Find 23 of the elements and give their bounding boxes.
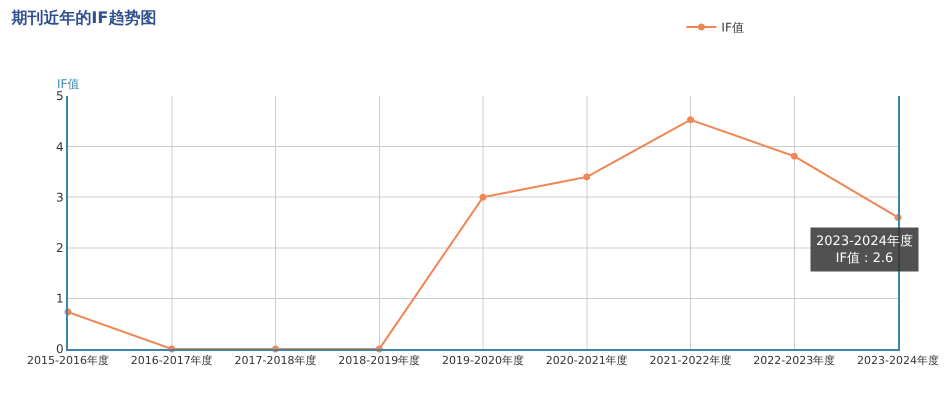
point (480, 194, 486, 201)
y-axis-title: IF值 (57, 77, 80, 91)
y-tick-label: 2 (56, 241, 64, 255)
y-tick-label: 3 (56, 190, 64, 204)
y-tick-label: 5 (56, 89, 64, 104)
x-tick-label: 2016-2017年度 (130, 354, 213, 368)
x-tick-label: 2015-2016年度 (27, 354, 109, 368)
x-tick-label: 2023-2024年度 (857, 354, 939, 368)
x-tick-label: 2019-2020年度 (442, 354, 524, 368)
y-tick-label: 1 (56, 292, 64, 306)
y-tick-label: 0 (56, 342, 64, 356)
legend-label: IF值 (721, 20, 744, 35)
x-tick-label: 2017-2018年度 (234, 354, 316, 368)
x-tick-label: 2021-2022年度 (650, 354, 732, 368)
chart-title: 期刊近年的IF趋势图 (10, 8, 156, 28)
annotation: 2023-2024年度 IF值 : 2.6 (816, 233, 913, 266)
x-tick-label: 2020-2021年度 (546, 354, 628, 368)
point (583, 173, 590, 180)
y-tick-label: 4 (56, 140, 64, 154)
x-tick-label: 2022-2023年度 (753, 354, 836, 368)
x-tick-label: 2018-2019年度 (338, 354, 420, 368)
point (790, 152, 798, 160)
point (687, 116, 694, 124)
